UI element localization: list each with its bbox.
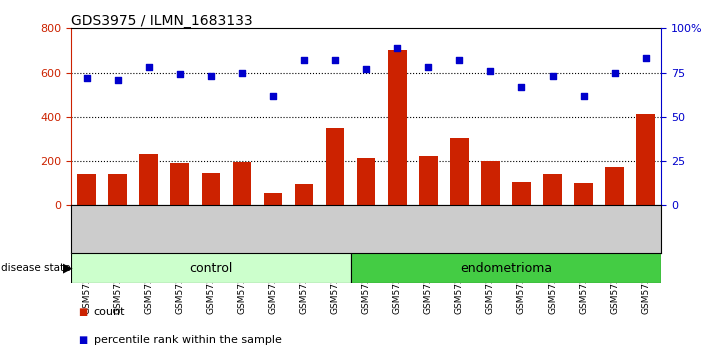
Point [485,68,496,74]
Point [112,77,124,82]
Bar [71,253,351,283]
Bar [108,175,127,205]
Point [81,75,92,81]
Bar [357,158,375,205]
Bar [481,161,500,205]
Point [205,73,217,79]
Point [609,70,620,75]
Text: GDS3975 / ILMN_1683133: GDS3975 / ILMN_1683133 [71,14,252,28]
Point [267,93,279,98]
Bar [351,253,661,283]
Text: percentile rank within the sample: percentile rank within the sample [94,335,282,345]
Bar [326,128,344,205]
Bar [295,184,314,205]
Point [360,66,372,72]
Point [143,64,154,70]
Point [578,93,589,98]
Point [236,70,247,75]
Text: ■: ■ [78,335,87,345]
Bar [419,155,437,205]
Point [329,57,341,63]
Bar [232,162,251,205]
Bar [450,138,469,205]
Text: endometrioma: endometrioma [460,262,552,275]
Point [454,57,465,63]
Text: ■: ■ [78,307,87,316]
Bar [201,173,220,205]
Bar [543,175,562,205]
Point [515,84,527,90]
Point [422,64,434,70]
Point [174,72,186,77]
Bar [139,154,158,205]
Text: count: count [94,307,125,316]
Bar [512,182,531,205]
Point [299,57,310,63]
Text: disease state: disease state [1,263,70,273]
Point [640,56,651,61]
Point [392,45,403,51]
Bar [264,193,282,205]
Bar [605,167,624,205]
Bar [574,183,593,205]
Bar [388,51,407,205]
Bar [171,163,189,205]
Text: control: control [189,262,232,275]
Text: ▶: ▶ [63,262,73,275]
Point [547,73,558,79]
Bar [77,175,96,205]
Bar [636,114,655,205]
